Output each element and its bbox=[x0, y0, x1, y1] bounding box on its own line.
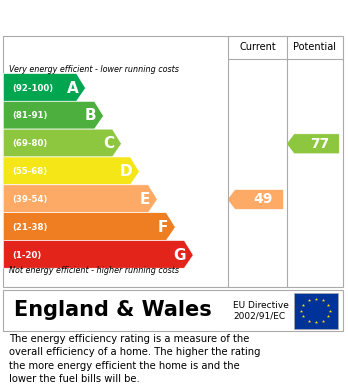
Text: E: E bbox=[140, 192, 150, 207]
Text: 77: 77 bbox=[310, 137, 330, 151]
Text: B: B bbox=[85, 108, 96, 124]
Polygon shape bbox=[3, 101, 103, 129]
Text: Energy Efficiency Rating: Energy Efficiency Rating bbox=[9, 10, 219, 25]
Text: D: D bbox=[119, 164, 132, 179]
Text: A: A bbox=[66, 81, 78, 96]
Text: Potential: Potential bbox=[293, 42, 337, 52]
Text: The energy efficiency rating is a measure of the
overall efficiency of a home. T: The energy efficiency rating is a measur… bbox=[9, 334, 260, 384]
Text: (39-54): (39-54) bbox=[12, 195, 48, 204]
Text: F: F bbox=[158, 220, 168, 235]
Polygon shape bbox=[286, 134, 339, 154]
Polygon shape bbox=[3, 185, 157, 213]
Polygon shape bbox=[3, 74, 86, 101]
Polygon shape bbox=[3, 157, 140, 185]
Text: (1-20): (1-20) bbox=[12, 251, 41, 260]
Polygon shape bbox=[3, 213, 175, 240]
Text: England & Wales: England & Wales bbox=[14, 301, 212, 321]
Text: Not energy efficient - higher running costs: Not energy efficient - higher running co… bbox=[9, 266, 179, 275]
Text: 49: 49 bbox=[253, 192, 272, 206]
Text: (21-38): (21-38) bbox=[12, 223, 48, 232]
Text: (69-80): (69-80) bbox=[12, 139, 47, 148]
Polygon shape bbox=[3, 240, 193, 268]
Text: (92-100): (92-100) bbox=[12, 84, 53, 93]
Polygon shape bbox=[227, 189, 284, 210]
Text: G: G bbox=[174, 248, 186, 263]
Text: (81-91): (81-91) bbox=[12, 111, 48, 120]
Polygon shape bbox=[3, 129, 121, 157]
Text: Very energy efficient - lower running costs: Very energy efficient - lower running co… bbox=[9, 65, 179, 74]
Bar bbox=[294, 292, 338, 328]
Text: Current: Current bbox=[239, 42, 276, 52]
Text: EU Directive
2002/91/EC: EU Directive 2002/91/EC bbox=[233, 301, 289, 320]
Text: (55-68): (55-68) bbox=[12, 167, 47, 176]
Text: C: C bbox=[103, 136, 114, 151]
